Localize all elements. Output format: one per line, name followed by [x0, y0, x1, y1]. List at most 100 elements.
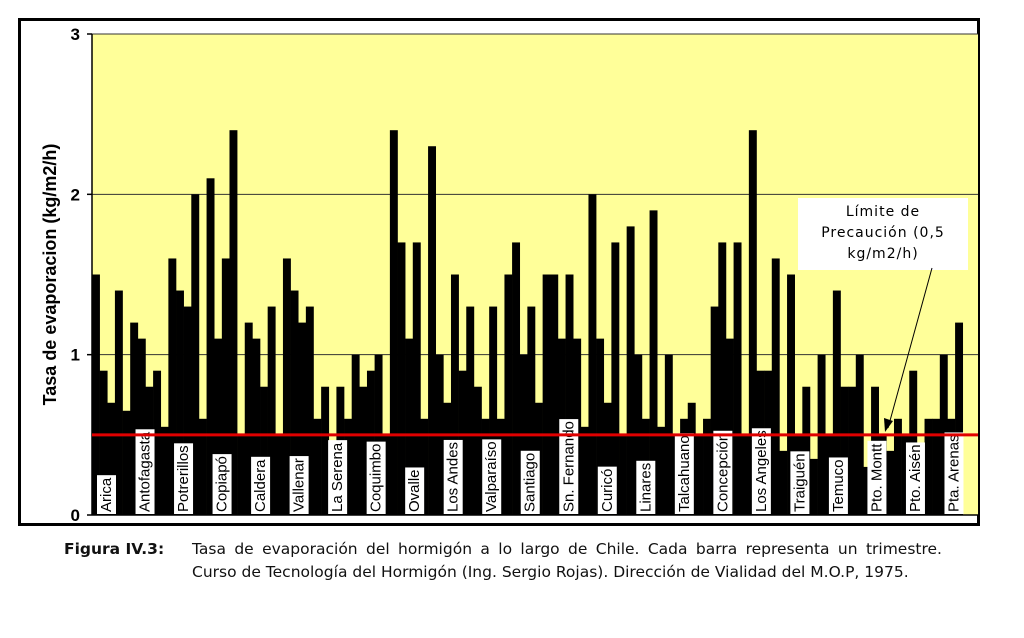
- bar: [771, 258, 780, 515]
- bar: [580, 426, 589, 515]
- svg-text:Caldera: Caldera: [252, 459, 269, 512]
- category-label: Talcahuano: [674, 433, 694, 514]
- category-label: Copiapó: [212, 454, 232, 514]
- bar: [924, 418, 933, 515]
- bar: [550, 274, 559, 515]
- bar: [229, 130, 238, 515]
- svg-text:Los Angeles: Los Angeles: [753, 430, 770, 512]
- y-tick-label: 1: [71, 346, 80, 365]
- bar: [282, 258, 291, 515]
- bar: [260, 386, 268, 515]
- bar: [710, 306, 719, 515]
- bar: [344, 418, 352, 515]
- annotation-text: Límite de: [846, 204, 920, 220]
- bar: [733, 242, 742, 515]
- category-label: Linares: [636, 460, 656, 514]
- y-tick-label: 0: [71, 506, 80, 525]
- bar: [359, 386, 368, 515]
- bar: [389, 130, 398, 515]
- bar: [244, 322, 253, 515]
- annotation-arrow: [887, 267, 933, 429]
- bar: [420, 418, 429, 515]
- bar: [611, 242, 620, 515]
- bar: [626, 226, 635, 515]
- bar: [863, 466, 872, 515]
- category-label: Ovalle: [405, 467, 425, 514]
- annotation-text: Precaución (0,5: [821, 225, 945, 241]
- bar: [504, 274, 513, 515]
- bar: [603, 402, 612, 515]
- svg-text:La Serena: La Serena: [329, 442, 346, 512]
- bar: [802, 386, 811, 515]
- bar: [122, 410, 131, 515]
- category-label: Vallenar: [289, 456, 309, 514]
- category-label: Pta. Arenas: [944, 432, 964, 514]
- category-label: Los Angeles: [751, 428, 771, 514]
- bar: [137, 338, 146, 515]
- category-label: Pto. Montt: [867, 440, 887, 514]
- svg-text:Los Andes: Los Andes: [445, 442, 462, 512]
- caption-text: Tasa de evaporación del hormigón a lo la…: [192, 540, 942, 581]
- bar: [92, 274, 100, 515]
- svg-text:Traiguén: Traiguén: [791, 453, 808, 512]
- bar: [695, 434, 704, 515]
- bar: [512, 242, 521, 515]
- svg-text:Curicó: Curicó: [599, 469, 616, 512]
- bar: [405, 338, 414, 515]
- bar: [473, 386, 482, 515]
- bar: [305, 306, 314, 515]
- bar: [321, 386, 330, 515]
- svg-text:Santiago: Santiago: [522, 453, 539, 512]
- bar: [832, 290, 841, 515]
- bar: [183, 306, 192, 515]
- category-label: Concepción: [713, 430, 733, 514]
- svg-text:Concepción: Concepción: [714, 433, 731, 512]
- svg-text:Ovalle: Ovalle: [406, 469, 423, 512]
- bar: [114, 290, 123, 515]
- bar: [290, 290, 299, 515]
- bar: [718, 242, 727, 515]
- bar: [466, 306, 475, 515]
- bar: [703, 418, 711, 515]
- bar: [397, 242, 406, 515]
- annotation-arrow-head: [884, 418, 893, 432]
- svg-text:Valparaíso: Valparaíso: [483, 441, 500, 512]
- svg-text:Pta. Arenas: Pta. Arenas: [945, 434, 962, 512]
- svg-text:Sn. Fernando: Sn. Fernando: [560, 421, 577, 512]
- category-label: Curicó: [597, 466, 617, 514]
- annotation-box: [798, 198, 968, 270]
- bar: [206, 178, 215, 516]
- bar: [901, 434, 910, 515]
- bar: [955, 322, 964, 515]
- bar: [848, 386, 857, 515]
- svg-text:Talcahuano: Talcahuano: [676, 435, 693, 512]
- annotation-text: kg/m2/h): [847, 246, 918, 262]
- category-label: Caldera: [251, 456, 271, 514]
- bar: [99, 370, 108, 515]
- bar: [214, 338, 223, 515]
- category-label: Pto. Aisén: [905, 442, 925, 514]
- bar: [596, 338, 605, 515]
- bar: [619, 434, 627, 515]
- svg-text:Pto. Aisén: Pto. Aisén: [907, 444, 924, 512]
- svg-text:Copiapó: Copiapó: [214, 456, 231, 512]
- bar: [527, 306, 536, 515]
- bar: [565, 274, 574, 515]
- bar: [649, 210, 658, 515]
- caption-label: Figura IV.3:: [64, 540, 165, 558]
- svg-text:Potrerillos: Potrerillos: [175, 445, 192, 512]
- category-label: Temuco: [828, 457, 848, 514]
- bar: [450, 274, 459, 515]
- category-label: Coquimbo: [366, 441, 386, 514]
- bar: [748, 130, 757, 515]
- bar: [542, 274, 551, 515]
- bar: [168, 258, 177, 515]
- bar: [412, 242, 421, 515]
- bar: [886, 450, 895, 515]
- y-axis-label: Tasa de evaporacion (kg/m2/h): [40, 144, 60, 406]
- y-tick-label: 2: [71, 185, 80, 204]
- category-label: Arica: [97, 475, 116, 514]
- svg-text:Vallenar: Vallenar: [291, 458, 308, 512]
- bar: [267, 306, 276, 515]
- bar: [130, 322, 139, 515]
